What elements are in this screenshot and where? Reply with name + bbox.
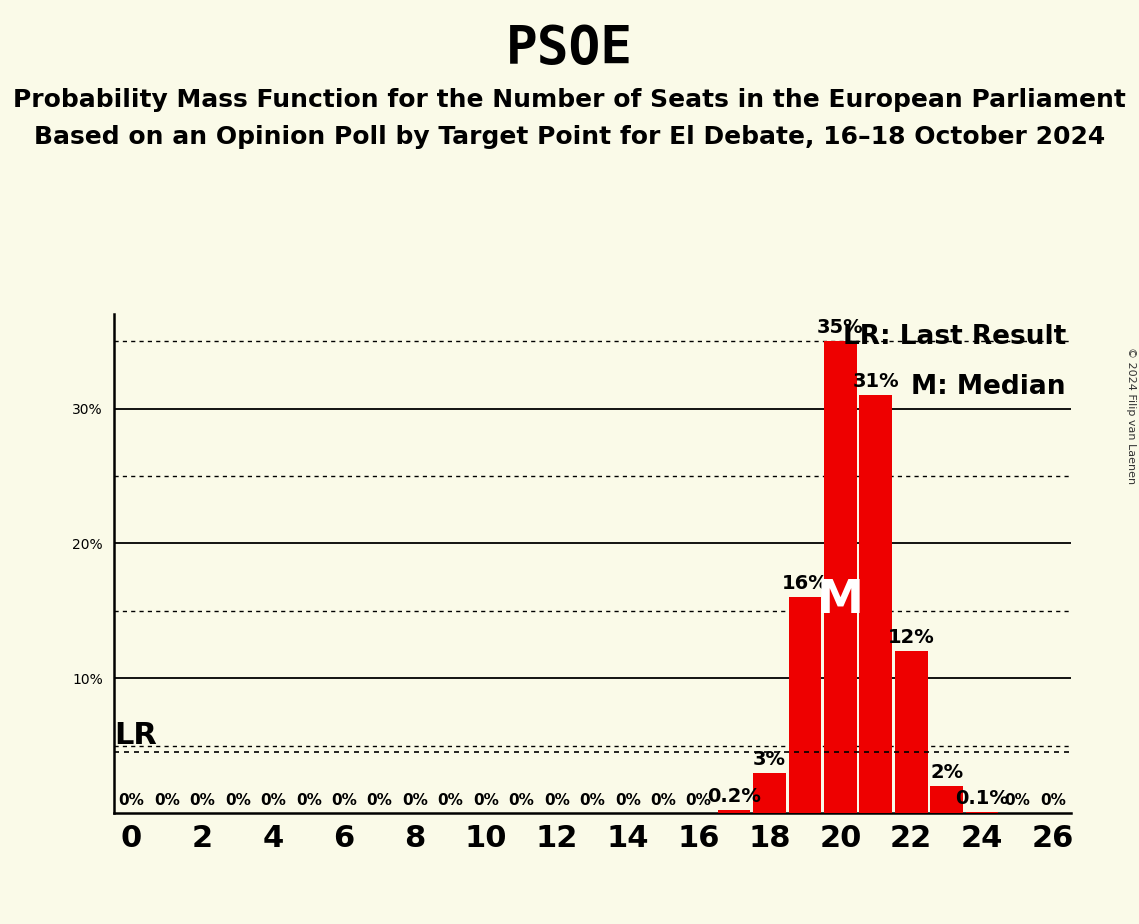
Text: 0%: 0% <box>367 793 393 808</box>
Text: © 2024 Filip van Laenen: © 2024 Filip van Laenen <box>1126 347 1136 484</box>
Text: M: Median: M: Median <box>911 374 1066 400</box>
Text: 0%: 0% <box>118 793 145 808</box>
Text: 0%: 0% <box>686 793 712 808</box>
Text: 0%: 0% <box>580 793 605 808</box>
Text: Based on an Opinion Poll by Target Point for El Debate, 16–18 October 2024: Based on an Opinion Poll by Target Point… <box>34 125 1105 149</box>
Text: 0.1%: 0.1% <box>956 789 1009 808</box>
Bar <box>788 597 821 813</box>
Text: 0%: 0% <box>1005 793 1031 808</box>
Text: 0%: 0% <box>261 793 286 808</box>
Text: 0%: 0% <box>296 793 321 808</box>
Text: 3%: 3% <box>753 749 786 769</box>
Text: 0%: 0% <box>1040 793 1066 808</box>
Text: 0.2%: 0.2% <box>707 787 761 807</box>
Bar <box>718 810 751 813</box>
Bar <box>966 812 999 813</box>
Text: LR: LR <box>114 722 157 750</box>
Text: 0%: 0% <box>154 793 180 808</box>
Text: 0%: 0% <box>437 793 464 808</box>
Bar <box>895 651 927 813</box>
Text: Probability Mass Function for the Number of Seats in the European Parliament: Probability Mass Function for the Number… <box>13 88 1126 112</box>
Text: 0%: 0% <box>473 793 499 808</box>
Text: LR: Last Result: LR: Last Result <box>843 324 1066 350</box>
Text: 31%: 31% <box>852 372 899 391</box>
Text: 0%: 0% <box>650 793 677 808</box>
Text: M: M <box>817 578 863 623</box>
Text: 12%: 12% <box>887 628 935 647</box>
Bar <box>931 786 962 813</box>
Text: 0%: 0% <box>402 793 428 808</box>
Bar <box>860 395 892 813</box>
Text: 2%: 2% <box>931 763 964 782</box>
Bar <box>823 341 857 813</box>
Text: 0%: 0% <box>544 793 570 808</box>
Text: 0%: 0% <box>615 793 640 808</box>
Text: 0%: 0% <box>331 793 358 808</box>
Text: PSOE: PSOE <box>506 23 633 75</box>
Bar <box>753 772 786 813</box>
Text: 35%: 35% <box>817 318 863 337</box>
Text: 0%: 0% <box>226 793 251 808</box>
Text: 0%: 0% <box>508 793 534 808</box>
Text: 0%: 0% <box>189 793 215 808</box>
Text: 16%: 16% <box>781 575 828 593</box>
